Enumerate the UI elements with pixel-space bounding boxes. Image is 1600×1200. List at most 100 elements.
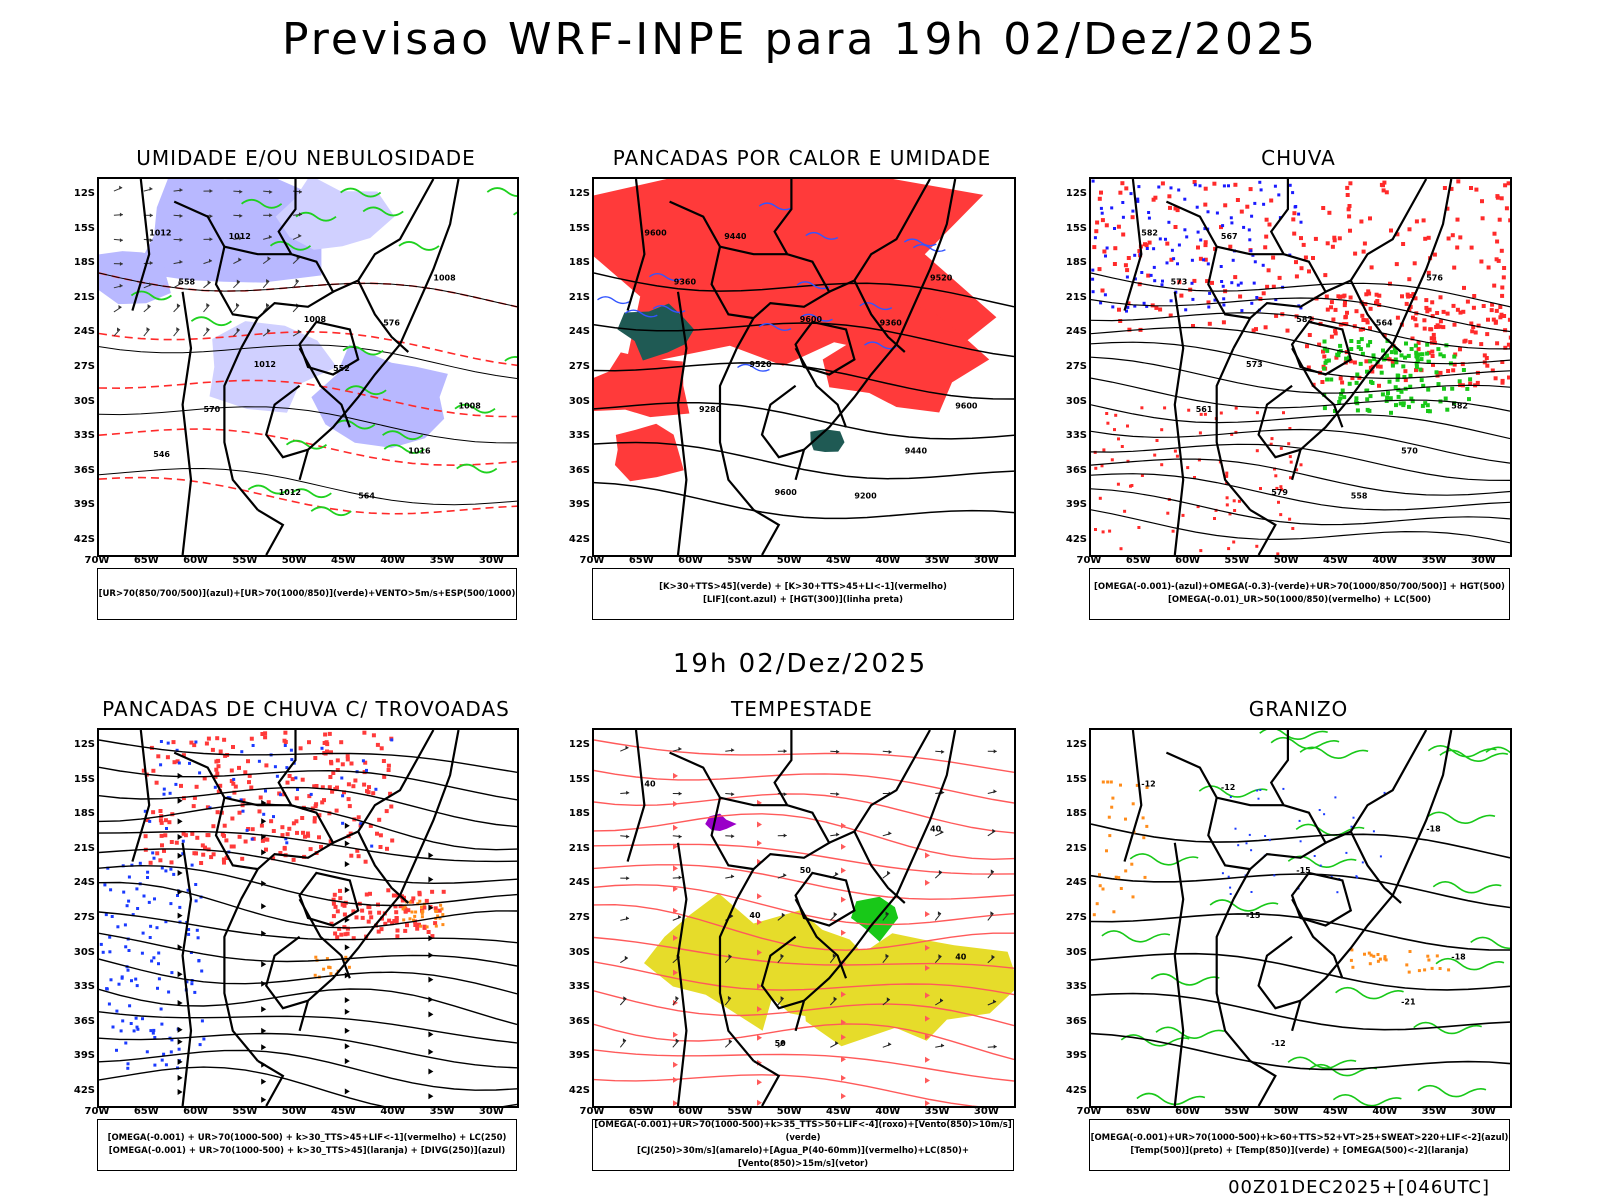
wind-vector-head: [886, 997, 890, 1002]
field-pixel: [1354, 309, 1359, 314]
field-pixel: [1252, 281, 1256, 285]
lat-tick-label: 21S: [73, 291, 95, 303]
contour-line: [1287, 1056, 1357, 1069]
field-pixel: [379, 927, 384, 932]
field-pixel: [1372, 357, 1377, 362]
field-pixel: [216, 764, 221, 769]
field-pixel: [294, 776, 298, 780]
field-pixel: [152, 856, 156, 860]
field-pixel: [1091, 290, 1095, 294]
field-pixel: [1233, 182, 1238, 187]
field-pixel: [1497, 217, 1502, 222]
field-pixel: [1342, 395, 1347, 400]
field-pixel: [167, 820, 172, 825]
field-pixel: [1347, 381, 1352, 386]
country-border: [710, 246, 754, 320]
wind-vector-head: [149, 261, 153, 265]
field-pixel: [1222, 303, 1226, 307]
field-pixel: [364, 892, 369, 897]
field-pixel: [1234, 406, 1238, 410]
field-pixel: [1396, 374, 1401, 378]
country-border: [1257, 935, 1301, 1010]
wind-vector-head: [888, 1042, 892, 1047]
wind-vector-head: [179, 214, 183, 218]
contour-label: 564: [358, 492, 375, 501]
field-pixel: [1361, 249, 1366, 254]
field-pixel: [327, 811, 332, 816]
field-pixel: [1363, 302, 1368, 307]
field-pixel: [1480, 199, 1484, 204]
field-pixel: [157, 951, 161, 955]
field-pixel: [200, 1019, 204, 1023]
field-pixel: [203, 845, 207, 850]
wind-vector: [233, 281, 241, 289]
field-pixel: [1273, 467, 1276, 471]
lon-tick-label: 60W: [678, 1106, 704, 1117]
field-pixel: [1324, 294, 1329, 299]
streamline-arrow: [841, 1034, 846, 1041]
streamline-arrow: [673, 865, 678, 872]
field-pixel: [1104, 223, 1109, 228]
streamline-arrow: [177, 797, 183, 804]
field-pixel: [1223, 203, 1228, 208]
streamline-arrow: [925, 1100, 930, 1106]
lon-tick-label: 50W: [776, 555, 802, 566]
field-pixel: [250, 827, 255, 832]
field-pixel: [141, 1017, 144, 1021]
contour-line: [1129, 853, 1199, 866]
field-pixel: [1509, 344, 1510, 349]
field-pixel: [1124, 869, 1128, 873]
field-pixel: [1499, 196, 1504, 201]
field-pixel: [1149, 273, 1153, 277]
field-pixel: [1461, 309, 1466, 314]
wind-vector-head: [299, 189, 302, 194]
field-pixel: [1350, 825, 1353, 828]
field-pixel: [1213, 517, 1216, 520]
field-pixel: [1170, 248, 1174, 252]
field-pixel: [1175, 208, 1180, 213]
field-pixel: [1368, 306, 1373, 311]
streamline-arrow: [757, 858, 762, 865]
field-pixel: [1098, 884, 1102, 888]
field-pixel: [340, 762, 345, 767]
lat-tick-label: 27S: [1065, 912, 1087, 923]
country-border: [1290, 320, 1353, 376]
field-pixel: [1242, 225, 1246, 229]
contour-line: [758, 202, 792, 211]
contour-line: [456, 463, 498, 474]
field-pixel: [216, 758, 221, 763]
field-pixel: [1109, 780, 1113, 784]
field-pixel: [1248, 187, 1253, 192]
contour-line: [1091, 297, 1510, 333]
wind-vector-head: [266, 303, 269, 307]
wind-vector: [203, 304, 210, 313]
field-pixel: [1394, 403, 1398, 408]
field-pixel: [1136, 199, 1140, 203]
wind-vector-head: [236, 302, 239, 307]
wind-vector-head: [239, 213, 243, 218]
field-pixel: [1131, 209, 1135, 213]
field-pixel: [417, 890, 422, 895]
wind-vector-head: [239, 236, 243, 241]
streamline-arrow: [177, 912, 183, 919]
map-umidade: 1012 1008 1008 1012 1008 1012 1016 1012 576 570 56…: [97, 177, 519, 557]
field-pixel: [1225, 471, 1229, 475]
streamline-arrow: [841, 1075, 846, 1081]
field-pixel: [175, 748, 179, 752]
field-pixel: [1158, 237, 1162, 241]
field-pixel: [1206, 210, 1210, 214]
legend-line: [OMEGA(-0.001)+UR>70(1000-500)+k>35_TTS>…: [594, 1120, 1012, 1143]
field-pixel: [1408, 373, 1413, 378]
panel-legend: [K>30+TTS>45](verde) + [K>30+TTS>45+LI<-…: [592, 568, 1014, 620]
field-pixel: [1322, 339, 1327, 344]
streamline-arrow: [177, 1026, 183, 1033]
field-pixel: [1126, 459, 1130, 463]
field-pixel: [243, 770, 248, 775]
wind-vector-head: [835, 871, 839, 876]
field-pixel: [189, 740, 194, 745]
field-pixel: [1438, 352, 1443, 357]
field-pixel: [1338, 322, 1343, 327]
field-pixel: [135, 984, 139, 988]
field-pixel: [308, 847, 313, 852]
contour-line: [1299, 746, 1369, 759]
